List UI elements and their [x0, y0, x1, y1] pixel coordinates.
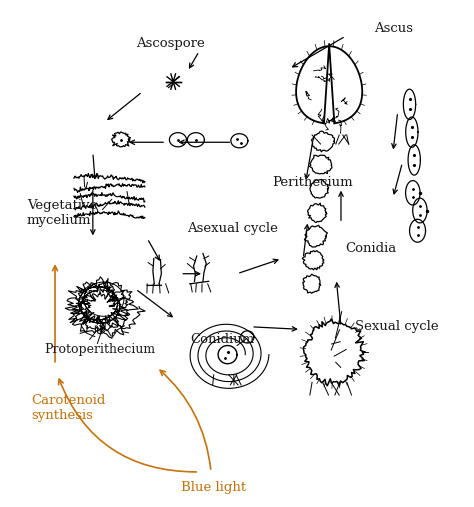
Text: Vegetative
mycelium: Vegetative mycelium	[27, 199, 97, 227]
Text: Conidia: Conidia	[346, 242, 397, 255]
Text: Protoperithecium: Protoperithecium	[45, 343, 155, 356]
Text: Blue light: Blue light	[181, 481, 246, 494]
Text: Sexual cycle: Sexual cycle	[355, 320, 439, 333]
Text: Perithecium: Perithecium	[272, 176, 353, 189]
Text: Ascospore: Ascospore	[137, 37, 205, 50]
Text: Conidium: Conidium	[191, 333, 255, 346]
Text: Asexual cycle: Asexual cycle	[187, 222, 278, 235]
Text: Carotenoid
synthesis: Carotenoid synthesis	[31, 394, 106, 422]
Text: Ascus: Ascus	[374, 22, 413, 35]
